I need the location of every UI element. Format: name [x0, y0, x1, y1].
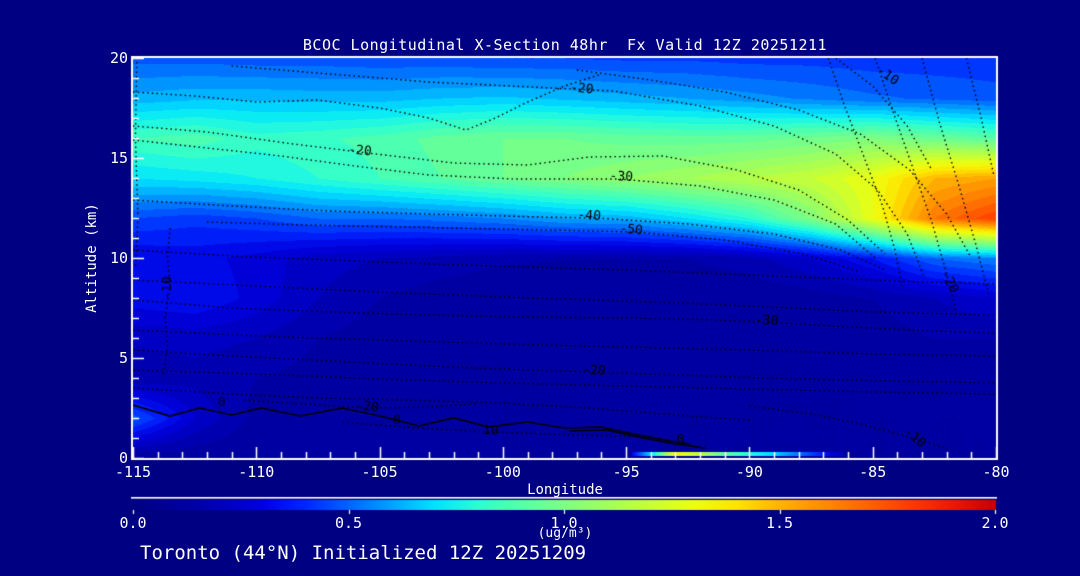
x-tick-label: -115	[114, 463, 152, 481]
x-axis-label: Longitude	[527, 482, 603, 498]
colorbar-tick-label: 0.0	[119, 514, 147, 532]
x-tick-label: -100	[484, 463, 521, 481]
x-tick-label: -85	[859, 463, 887, 481]
y-tick-label: 15	[109, 149, 128, 167]
plot-title: BCOC Longitudinal X-Section 48hr Fx Vali…	[302, 36, 828, 54]
y-tick-label: 0	[118, 449, 128, 467]
x-tick-label: -105	[361, 463, 398, 481]
y-tick-label: 5	[118, 349, 128, 367]
x-tick-label: -95	[612, 463, 640, 481]
x-tick-label: -110	[238, 463, 275, 481]
colorbar-units-label: (ug/m³)	[537, 526, 593, 541]
x-tick-label: -90	[735, 463, 763, 481]
y-tick-label: 20	[109, 49, 128, 67]
colorbar-tick-label: 1.5	[765, 514, 794, 532]
colorbar-tick-label: 0.5	[334, 514, 363, 532]
y-tick-label: 10	[109, 249, 128, 267]
colorbar-tick-label: 1.0	[550, 514, 578, 532]
init-caption: Toronto (44°N) Initialized 12Z 20251209	[140, 542, 587, 564]
x-tick-label: -80	[982, 463, 1010, 481]
colorbar-tick-label: 2.0	[981, 514, 1009, 532]
